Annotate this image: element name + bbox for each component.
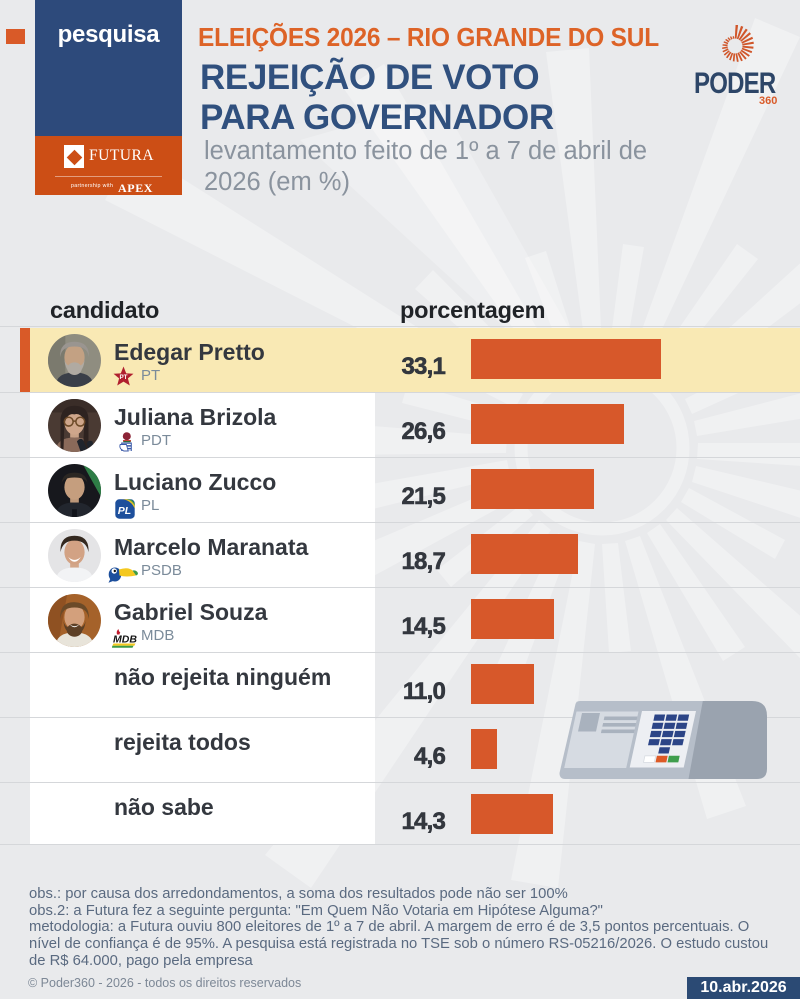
svg-text:PT: PT [119,374,127,381]
svg-text:MDB: MDB [113,634,137,646]
svg-text:PL: PL [118,505,131,517]
